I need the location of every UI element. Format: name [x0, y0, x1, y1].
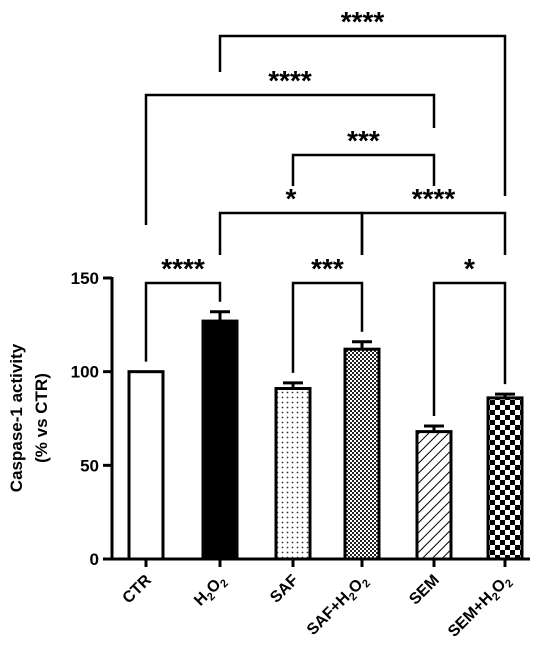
bar — [274, 387, 312, 561]
significance-bracket — [144, 281, 222, 362]
x-tick-label: CTR — [120, 571, 156, 607]
significance-bracket — [432, 281, 507, 416]
significance-bracket — [218, 34, 507, 196]
y-axis-label-line: (% vs CTR) — [32, 373, 51, 463]
x-tick-label: H2O2 — [191, 572, 231, 612]
bar — [201, 319, 239, 561]
significance-bracket — [360, 211, 507, 255]
bar — [343, 347, 381, 561]
bar — [415, 430, 453, 561]
y-tick-label: 150 — [71, 269, 99, 288]
bar — [127, 370, 165, 561]
bars — [127, 310, 524, 561]
x-tick-label: SAF+H2O2 — [304, 572, 373, 641]
significance-label: **** — [268, 65, 312, 96]
significance-bracket — [144, 93, 436, 225]
y-tick-label: 0 — [90, 550, 99, 569]
significance-label: **** — [161, 253, 205, 284]
y-tick-label: 50 — [80, 456, 99, 475]
significance-bracket — [218, 211, 364, 255]
x-tick-label: SEM — [406, 572, 443, 609]
significance-label: *** — [311, 253, 344, 284]
significance-label: **** — [412, 183, 456, 214]
significance-label: **** — [341, 6, 385, 37]
significance-bracket — [291, 281, 364, 373]
significance-label: * — [464, 253, 475, 284]
significance-brackets: **** *** ** *************** — [144, 6, 507, 416]
y-axis-label: Caspase-1 activity (% vs CTR) — [7, 343, 51, 492]
y-tick-label: 100 — [71, 363, 99, 382]
significance-bracket — [291, 153, 436, 186]
significance-label: *** — [347, 125, 380, 156]
x-tick-label: SEM+H2O2 — [445, 572, 516, 643]
y-axis-label-line: Caspase-1 activity — [7, 343, 26, 492]
significance-label: * — [286, 183, 297, 214]
bar — [486, 396, 524, 561]
x-tick-label: SAF — [267, 572, 302, 607]
